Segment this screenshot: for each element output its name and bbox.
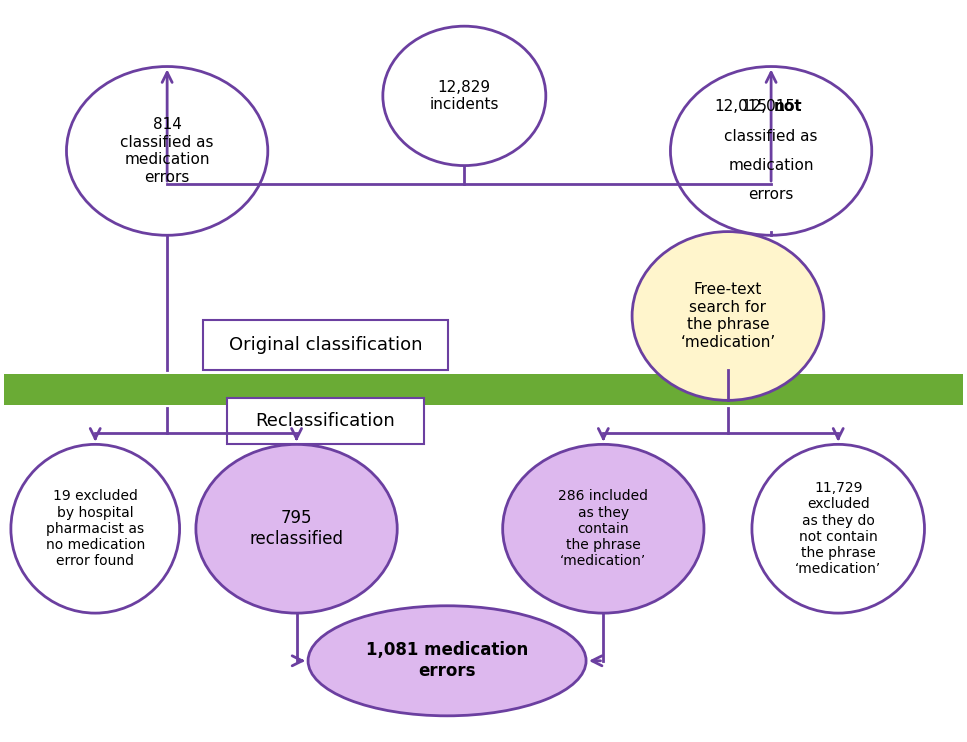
Ellipse shape (670, 67, 872, 235)
Text: not: not (774, 99, 803, 114)
FancyBboxPatch shape (203, 321, 448, 370)
Ellipse shape (196, 444, 397, 613)
Ellipse shape (308, 605, 586, 716)
Text: Reclassification: Reclassification (255, 412, 396, 430)
Text: medication: medication (728, 158, 814, 173)
Text: 12,015: 12,015 (742, 99, 800, 114)
Text: 12,015: 12,015 (715, 99, 767, 114)
Text: errors: errors (748, 188, 794, 203)
Ellipse shape (67, 67, 268, 235)
Text: 11,729
excluded
as they do
not contain
the phrase
‘medication’: 11,729 excluded as they do not contain t… (795, 482, 881, 577)
Text: 286 included
as they
contain
the phrase
‘medication’: 286 included as they contain the phrase … (558, 489, 648, 568)
FancyBboxPatch shape (4, 374, 963, 404)
Text: classified as: classified as (724, 128, 818, 144)
Ellipse shape (632, 232, 824, 401)
Text: 12,829
incidents: 12,829 incidents (429, 79, 499, 112)
Text: 19 excluded
by hospital
pharmacist as
no medication
error found: 19 excluded by hospital pharmacist as no… (45, 489, 145, 568)
Text: 795
reclassified: 795 reclassified (249, 509, 343, 548)
Text: Original classification: Original classification (228, 336, 422, 355)
Text: 814
classified as
medication
errors: 814 classified as medication errors (120, 117, 214, 185)
Ellipse shape (11, 444, 180, 613)
Ellipse shape (503, 444, 704, 613)
Text: Free-text
search for
the phrase
‘medication’: Free-text search for the phrase ‘medicat… (681, 283, 776, 349)
Text: 1,081 medication
errors: 1,081 medication errors (366, 641, 528, 680)
Ellipse shape (383, 26, 545, 165)
FancyBboxPatch shape (227, 398, 424, 444)
Ellipse shape (752, 444, 924, 613)
